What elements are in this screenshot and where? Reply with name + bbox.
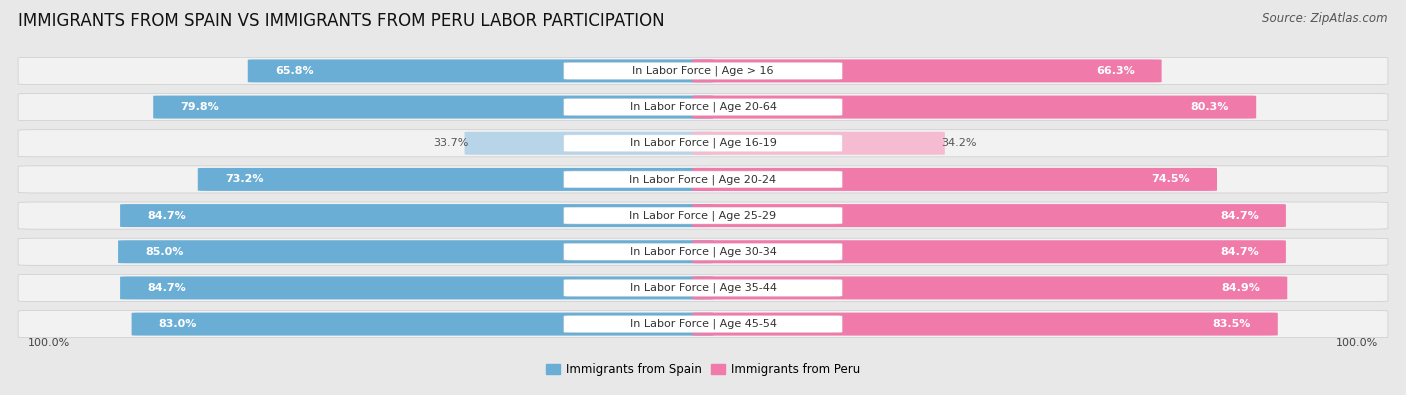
FancyBboxPatch shape [18,275,1388,301]
Legend: Immigrants from Spain, Immigrants from Peru: Immigrants from Spain, Immigrants from P… [541,358,865,381]
Text: 84.7%: 84.7% [1220,211,1258,220]
FancyBboxPatch shape [464,132,714,155]
FancyBboxPatch shape [564,171,842,188]
Text: In Labor Force | Age 25-29: In Labor Force | Age 25-29 [630,210,776,221]
FancyBboxPatch shape [198,168,714,191]
Text: In Labor Force | Age 30-34: In Labor Force | Age 30-34 [630,246,776,257]
FancyBboxPatch shape [692,96,1256,118]
Text: 34.2%: 34.2% [941,138,976,148]
Text: In Labor Force | Age 20-24: In Labor Force | Age 20-24 [630,174,776,185]
FancyBboxPatch shape [18,130,1388,157]
FancyBboxPatch shape [118,240,714,263]
Text: In Labor Force | Age 20-64: In Labor Force | Age 20-64 [630,102,776,112]
Text: 74.5%: 74.5% [1152,175,1189,184]
FancyBboxPatch shape [18,94,1388,120]
Text: In Labor Force | Age 16-19: In Labor Force | Age 16-19 [630,138,776,149]
FancyBboxPatch shape [18,238,1388,265]
FancyBboxPatch shape [120,276,714,299]
Text: 73.2%: 73.2% [225,175,263,184]
FancyBboxPatch shape [153,96,714,118]
FancyBboxPatch shape [564,280,842,296]
FancyBboxPatch shape [564,316,842,333]
Text: 83.5%: 83.5% [1212,319,1251,329]
Text: IMMIGRANTS FROM SPAIN VS IMMIGRANTS FROM PERU LABOR PARTICIPATION: IMMIGRANTS FROM SPAIN VS IMMIGRANTS FROM… [18,12,665,30]
Text: 84.7%: 84.7% [148,283,186,293]
Text: 84.7%: 84.7% [148,211,186,220]
Text: 80.3%: 80.3% [1191,102,1229,112]
FancyBboxPatch shape [18,57,1388,85]
Text: 85.0%: 85.0% [145,247,183,257]
FancyBboxPatch shape [18,166,1388,193]
FancyBboxPatch shape [120,204,714,227]
FancyBboxPatch shape [18,310,1388,338]
Text: In Labor Force | Age 45-54: In Labor Force | Age 45-54 [630,319,776,329]
Text: Source: ZipAtlas.com: Source: ZipAtlas.com [1263,12,1388,25]
FancyBboxPatch shape [692,59,1161,83]
FancyBboxPatch shape [692,312,1278,336]
FancyBboxPatch shape [564,207,842,224]
Text: 84.9%: 84.9% [1222,283,1260,293]
Text: 65.8%: 65.8% [274,66,314,76]
FancyBboxPatch shape [692,240,1286,263]
FancyBboxPatch shape [132,312,714,336]
Text: 84.7%: 84.7% [1220,247,1258,257]
Text: 33.7%: 33.7% [433,138,468,148]
FancyBboxPatch shape [247,59,714,83]
Text: 66.3%: 66.3% [1095,66,1135,76]
FancyBboxPatch shape [692,168,1218,191]
Text: In Labor Force | Age > 16: In Labor Force | Age > 16 [633,66,773,76]
FancyBboxPatch shape [18,202,1388,229]
FancyBboxPatch shape [564,99,842,115]
Text: 100.0%: 100.0% [28,338,70,348]
Text: In Labor Force | Age 35-44: In Labor Force | Age 35-44 [630,283,776,293]
FancyBboxPatch shape [564,62,842,79]
FancyBboxPatch shape [564,243,842,260]
Text: 100.0%: 100.0% [1336,338,1378,348]
Text: 83.0%: 83.0% [159,319,197,329]
FancyBboxPatch shape [692,204,1286,227]
Text: 79.8%: 79.8% [180,102,219,112]
FancyBboxPatch shape [692,132,945,155]
FancyBboxPatch shape [692,276,1288,299]
FancyBboxPatch shape [564,135,842,152]
